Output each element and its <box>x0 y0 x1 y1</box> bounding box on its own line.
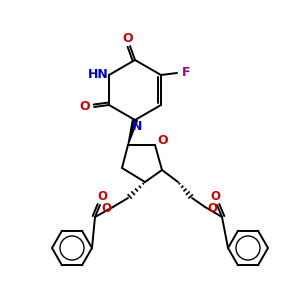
Text: O: O <box>123 32 133 44</box>
Text: F: F <box>182 67 190 80</box>
Text: O: O <box>101 202 111 214</box>
Text: N: N <box>132 121 142 134</box>
Text: O: O <box>210 190 220 203</box>
Polygon shape <box>128 119 137 145</box>
Text: O: O <box>158 134 168 146</box>
Text: O: O <box>80 100 90 113</box>
Text: O: O <box>97 190 107 203</box>
Text: HN: HN <box>88 68 108 82</box>
Text: O: O <box>207 202 217 214</box>
